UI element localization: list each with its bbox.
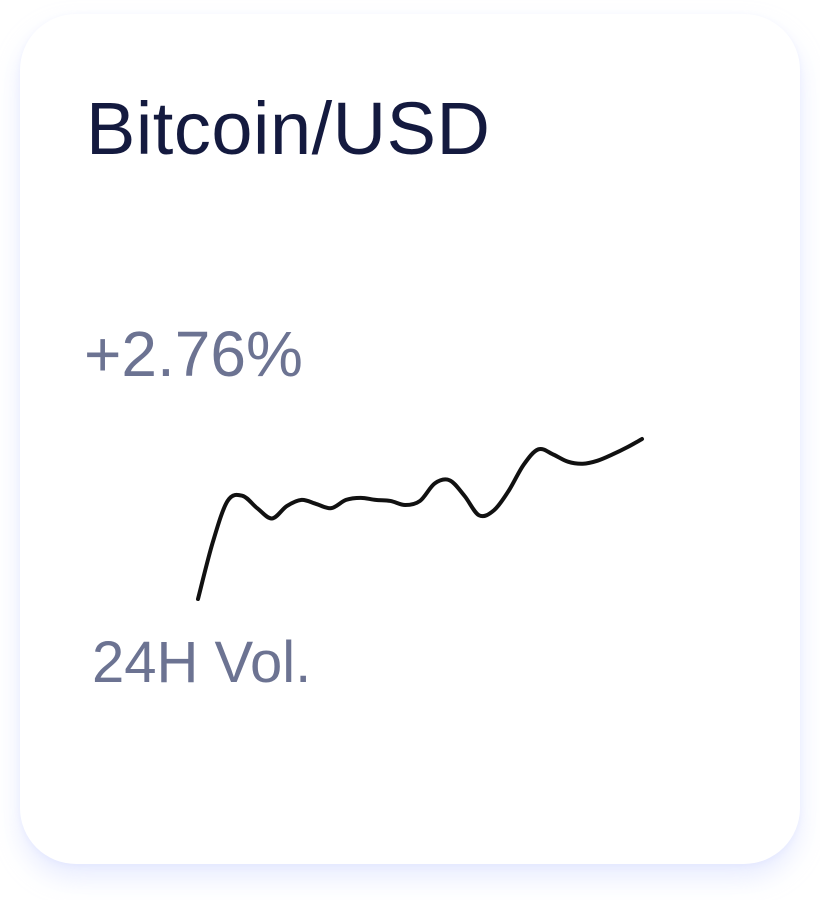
sparkline-series-line bbox=[196, 437, 644, 601]
volume-label: 24H Vol. bbox=[92, 630, 312, 695]
price-change: +2.76% bbox=[84, 318, 303, 390]
sparkline-chart bbox=[196, 437, 644, 601]
pair-title: Bitcoin/USD bbox=[86, 87, 491, 170]
bitcoin-usd-card[interactable]: Bitcoin/USD +2.76% 24H Vol. bbox=[20, 14, 800, 864]
